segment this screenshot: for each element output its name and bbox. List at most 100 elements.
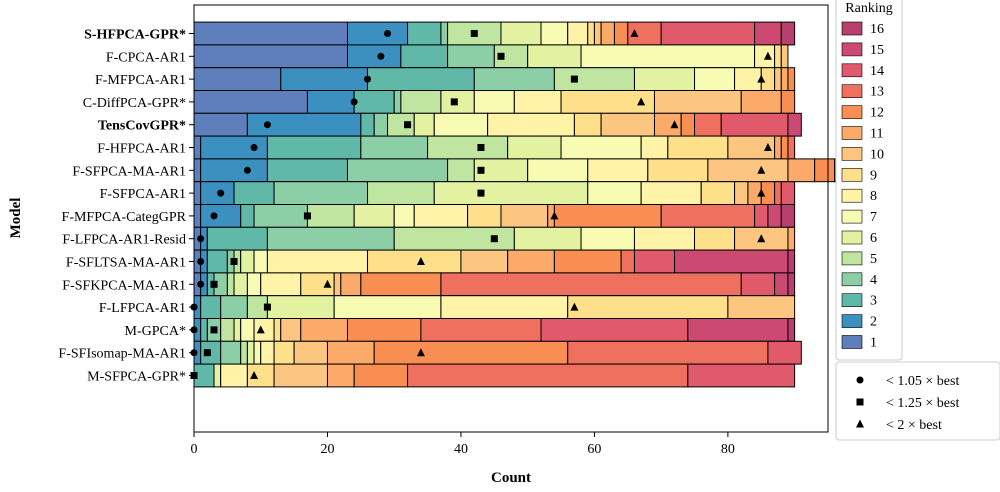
bar-segment-rank-9 bbox=[667, 135, 729, 160]
bar-segment-rank-5 bbox=[553, 67, 635, 91]
bar-segment-rank-14 bbox=[660, 21, 756, 46]
legend-label-rank-12: 12 bbox=[870, 106, 884, 121]
bar-segment-rank-3 bbox=[266, 135, 362, 160]
legend-label-rank-1: 1 bbox=[870, 336, 877, 351]
bar-segment-rank-13 bbox=[660, 204, 756, 228]
legend-label-rank-14: 14 bbox=[870, 64, 884, 79]
marker-circle bbox=[364, 75, 372, 83]
y-tick-label: F-MFPCA-AR1 bbox=[95, 73, 186, 88]
bar-segment-rank-9 bbox=[467, 204, 502, 228]
bar-segment-rank-6 bbox=[413, 112, 435, 137]
legend-label-rank-2: 2 bbox=[870, 315, 877, 330]
bar-segment-rank-8 bbox=[487, 112, 575, 137]
bar-segment-rank-13 bbox=[420, 318, 542, 342]
legend-swatch-rank-9 bbox=[841, 168, 863, 182]
bar-segment-rank-6 bbox=[233, 272, 248, 297]
bar-segment-rank-7 bbox=[333, 295, 442, 320]
marker-square bbox=[450, 98, 458, 106]
bar-segment-rank-6 bbox=[266, 295, 335, 320]
markers-layer bbox=[190, 29, 772, 379]
y-tick-label: S-HFPCA-GPR* bbox=[84, 28, 186, 43]
bar-segment-rank-7 bbox=[527, 158, 589, 183]
marker-square bbox=[490, 235, 498, 243]
bar-segment-rank-2 bbox=[280, 67, 369, 91]
bar-segment-rank-11 bbox=[787, 158, 816, 183]
bar-segment-rank-16 bbox=[787, 318, 796, 342]
bar-segment-rank-13 bbox=[774, 181, 782, 205]
marker-square bbox=[477, 189, 485, 197]
x-tick-label: 20 bbox=[320, 442, 334, 457]
bar-segment-rank-7 bbox=[560, 135, 642, 160]
bar-segment-rank-6 bbox=[240, 249, 255, 274]
bar-segment-rank-14 bbox=[633, 249, 676, 274]
bar-segment-rank-8 bbox=[640, 135, 669, 160]
bar-segment-rank-3 bbox=[400, 44, 449, 69]
marker-triangle bbox=[637, 97, 646, 106]
bar-segment-rank-13 bbox=[694, 112, 722, 137]
bar-segment-rank-11 bbox=[780, 67, 789, 91]
legend-swatch-rank-8 bbox=[841, 188, 863, 203]
bar-segment-rank-10 bbox=[280, 318, 302, 342]
marker-square bbox=[470, 30, 478, 37]
bar-segment-rank-7 bbox=[246, 272, 262, 297]
bar-segment-rank-3 bbox=[233, 181, 275, 205]
bar-segment-rank-10 bbox=[460, 249, 509, 274]
legend-label-rank-13: 13 bbox=[870, 85, 884, 100]
y-tick-label: F-SFKPCA-MA-AR1 bbox=[62, 278, 186, 293]
marker-square bbox=[203, 349, 211, 357]
bar-segment-rank-10 bbox=[293, 340, 328, 365]
bar-segment-rank-10 bbox=[593, 21, 602, 46]
bar-segment-rank-14 bbox=[687, 363, 796, 388]
bar-segment-rank-4 bbox=[253, 204, 308, 228]
bar-segment-rank-9 bbox=[647, 158, 709, 183]
bar-segment-rank-15 bbox=[767, 204, 782, 228]
bar-segment-rank-8 bbox=[220, 363, 248, 388]
bar-segment-rank-9 bbox=[573, 112, 602, 137]
bar-segment-rank-14 bbox=[767, 340, 802, 365]
bar-segment-rank-7 bbox=[393, 204, 415, 228]
legend-label-rank-10: 10 bbox=[870, 147, 884, 162]
bar-segment-rank-15 bbox=[774, 272, 789, 297]
bar-segment-rank-4 bbox=[266, 226, 395, 251]
bar-segment-rank-12 bbox=[613, 21, 629, 46]
bar-segment-rank-7 bbox=[587, 181, 642, 205]
bar-segment-rank-3 bbox=[360, 112, 375, 137]
legend-label-rank-5: 5 bbox=[870, 252, 877, 267]
legend-swatch-rank-4 bbox=[841, 272, 863, 287]
legend-swatch-rank-2 bbox=[841, 314, 863, 328]
bar-segment-rank-7 bbox=[694, 67, 736, 91]
bar-segment-rank-10 bbox=[774, 67, 782, 91]
bar-segment-rank-10 bbox=[333, 272, 342, 297]
bar-segment-rank-6 bbox=[527, 44, 582, 69]
bar-segment-rank-4 bbox=[393, 90, 402, 114]
bar-segment-rank-7 bbox=[253, 249, 268, 274]
marker-triangle bbox=[630, 29, 639, 37]
x-tick-label: 80 bbox=[721, 442, 735, 457]
bar-segment-rank-11 bbox=[774, 135, 782, 160]
bar-segment-rank-11 bbox=[326, 340, 375, 365]
legend-label-rank-8: 8 bbox=[870, 189, 877, 204]
bar-segment-rank-6 bbox=[246, 340, 255, 365]
marker-square bbox=[477, 144, 485, 151]
bar-segment-rank-9 bbox=[273, 340, 295, 365]
bar-segment-rank-4 bbox=[220, 340, 242, 365]
bar-segment-rank-9 bbox=[246, 363, 275, 388]
bar-segment-rank-13 bbox=[567, 340, 769, 365]
legend-swatch-rank-16 bbox=[841, 21, 863, 36]
marker-circle bbox=[197, 258, 205, 265]
bar-segment-rank-6 bbox=[353, 204, 395, 228]
marker-square bbox=[230, 258, 238, 265]
bar-segment-rank-14 bbox=[754, 204, 769, 228]
marker-square bbox=[570, 75, 578, 83]
bar-segment-rank-12 bbox=[353, 363, 409, 388]
marker-triangle bbox=[757, 234, 766, 243]
bar-segment-rank-11 bbox=[600, 21, 615, 46]
bar-segment-rank-9 bbox=[273, 318, 282, 342]
legend-ranking-title: Ranking bbox=[845, 1, 892, 16]
bar-segment-rank-4 bbox=[273, 181, 369, 205]
legend-marker-label: < 1.05 × best bbox=[886, 374, 959, 389]
y-tick-label: M-GPCA* bbox=[125, 324, 186, 339]
legend-label-rank-16: 16 bbox=[870, 22, 884, 37]
bar-segment-rank-6 bbox=[507, 135, 562, 160]
marker-triangle bbox=[256, 325, 265, 334]
